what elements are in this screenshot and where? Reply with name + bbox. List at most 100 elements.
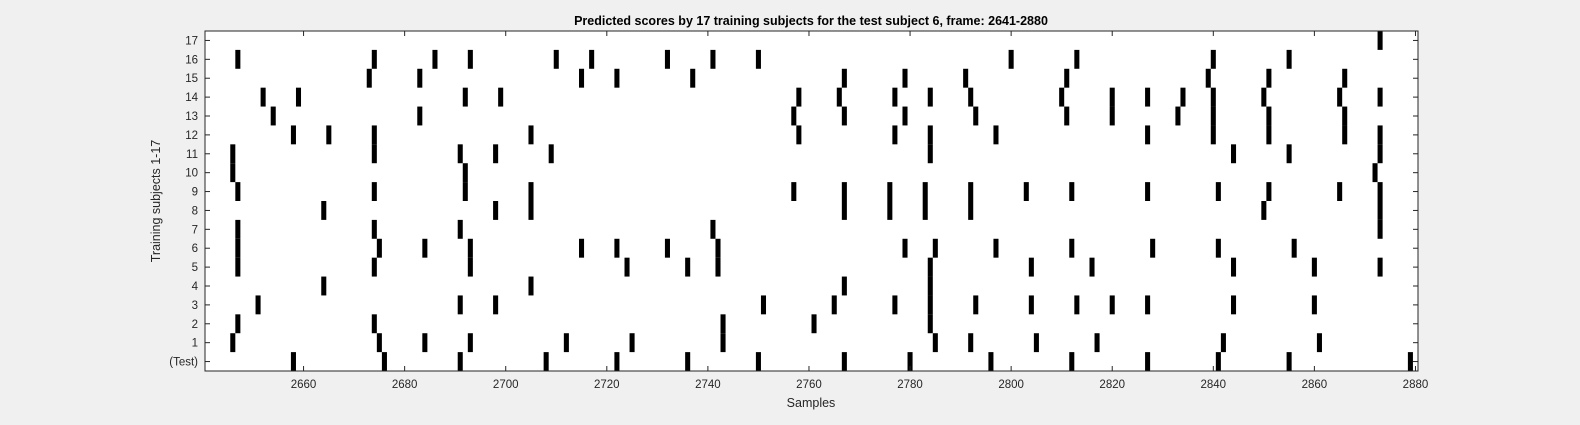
heatmap-cell — [755, 352, 761, 371]
heatmap-cell — [528, 201, 534, 220]
heatmap-cell — [422, 238, 428, 258]
heatmap-cell — [715, 257, 721, 277]
heatmap-cell — [927, 295, 933, 315]
heatmap-cell — [927, 276, 933, 296]
heatmap-cell — [462, 182, 468, 201]
heatmap-cell — [1266, 68, 1272, 88]
heatmap-cell — [1342, 125, 1348, 145]
heatmap-cell — [811, 314, 817, 334]
heatmap-cell — [755, 49, 761, 69]
heatmap-cell — [326, 125, 332, 145]
heatmap-cell — [270, 106, 276, 126]
heatmap-cell — [720, 333, 726, 353]
heatmap-cell — [1069, 352, 1075, 371]
y-tick-label: 4 — [192, 281, 199, 293]
heatmap-cell — [371, 219, 377, 239]
heatmap-cell — [498, 87, 504, 107]
heatmap-cell — [1069, 238, 1075, 258]
heatmap-cell — [579, 68, 585, 88]
heatmap-cell — [235, 49, 241, 69]
x-tick-label: 2880 — [1403, 379, 1429, 391]
heatmap-cell — [1407, 352, 1413, 371]
heatmap-cell — [1291, 238, 1297, 258]
heatmap-cell — [1342, 106, 1348, 126]
heatmap-cell — [432, 49, 438, 69]
heatmap-cell — [932, 333, 938, 353]
heatmap-cell — [887, 182, 893, 201]
chart-title: Predicted scores by 17 training subjects… — [574, 14, 1048, 28]
heatmap-cell — [927, 87, 933, 107]
heatmap-cell — [321, 201, 327, 220]
heatmap-cell — [841, 276, 847, 296]
heatmap-cell — [887, 201, 893, 220]
heatmap-cell — [235, 314, 241, 334]
heatmap-cell — [260, 87, 266, 107]
heatmap-cell — [1109, 87, 1115, 107]
heatmap-cell — [988, 352, 994, 371]
heatmap-cell — [1175, 106, 1181, 126]
heatmap-cell — [1008, 49, 1014, 69]
heatmap-cell — [579, 238, 585, 258]
y-tick-label: 8 — [192, 205, 198, 217]
x-tick-label: 2780 — [897, 379, 923, 391]
marks-layer — [230, 31, 1413, 371]
heatmap-cell — [1215, 352, 1221, 371]
heatmap-cell — [1150, 238, 1156, 258]
heatmap-cell — [1311, 295, 1317, 315]
x-tick-label: 2660 — [291, 379, 317, 391]
heatmap-cell — [493, 295, 499, 315]
heatmap-cell — [417, 68, 423, 88]
heatmap-cell — [796, 87, 802, 107]
heatmap-cell — [1266, 106, 1272, 126]
heatmap-cell — [493, 201, 499, 220]
heatmap-cell — [371, 144, 377, 164]
heatmap-cell — [690, 68, 696, 88]
heatmap-cell — [589, 49, 595, 69]
heatmap-cell — [371, 49, 377, 69]
heatmap-cell — [1377, 87, 1383, 107]
heatmap-cell — [457, 295, 463, 315]
heatmap-cell — [968, 87, 974, 107]
heatmap-cell — [1337, 182, 1343, 201]
heatmap-cell — [1145, 295, 1151, 315]
heatmap-cell — [548, 144, 554, 164]
y-tick-label: 16 — [185, 54, 198, 66]
heatmap-cell — [563, 333, 569, 353]
heatmap-cell — [1205, 68, 1211, 88]
heatmap-cell — [927, 144, 933, 164]
heatmap-cell — [1231, 144, 1237, 164]
heatmap-cell — [841, 106, 847, 126]
heatmap-cell — [629, 333, 635, 353]
heatmap-cell — [892, 295, 898, 315]
x-tick-label: 2840 — [1201, 379, 1227, 391]
heatmap-cell — [553, 49, 559, 69]
heatmap-cell — [927, 314, 933, 334]
heatmap-cell — [1286, 352, 1292, 371]
heatmap-cell — [1311, 257, 1317, 277]
heatmap-cell — [791, 182, 797, 201]
y-tick-label: 13 — [185, 111, 198, 123]
heatmap-cell — [1074, 295, 1080, 315]
y-tick-label: 5 — [192, 262, 198, 274]
heatmap-cell — [614, 68, 620, 88]
heatmap-cell — [1377, 219, 1383, 239]
heatmap-cell — [1023, 182, 1029, 201]
heatmap-cell — [467, 238, 473, 258]
heatmap-cell — [614, 238, 620, 258]
y-tick-label: 14 — [185, 92, 198, 104]
heatmap-cell — [791, 106, 797, 126]
heatmap-cell — [1074, 49, 1080, 69]
heatmap-cell — [963, 68, 969, 88]
heatmap-cell — [624, 257, 630, 277]
heatmap-cell — [493, 144, 499, 164]
heatmap-cell — [664, 49, 670, 69]
heatmap-cell — [1220, 333, 1226, 353]
heatmap-cell — [927, 257, 933, 277]
y-tick-label: 1 — [192, 338, 198, 350]
heatmap-cell — [841, 201, 847, 220]
heatmap-cell — [968, 182, 974, 201]
heatmap-cell — [462, 87, 468, 107]
heatmap-cell — [1028, 295, 1034, 315]
y-tick-label: 3 — [192, 300, 198, 312]
x-tick-label: 2740 — [695, 379, 721, 391]
